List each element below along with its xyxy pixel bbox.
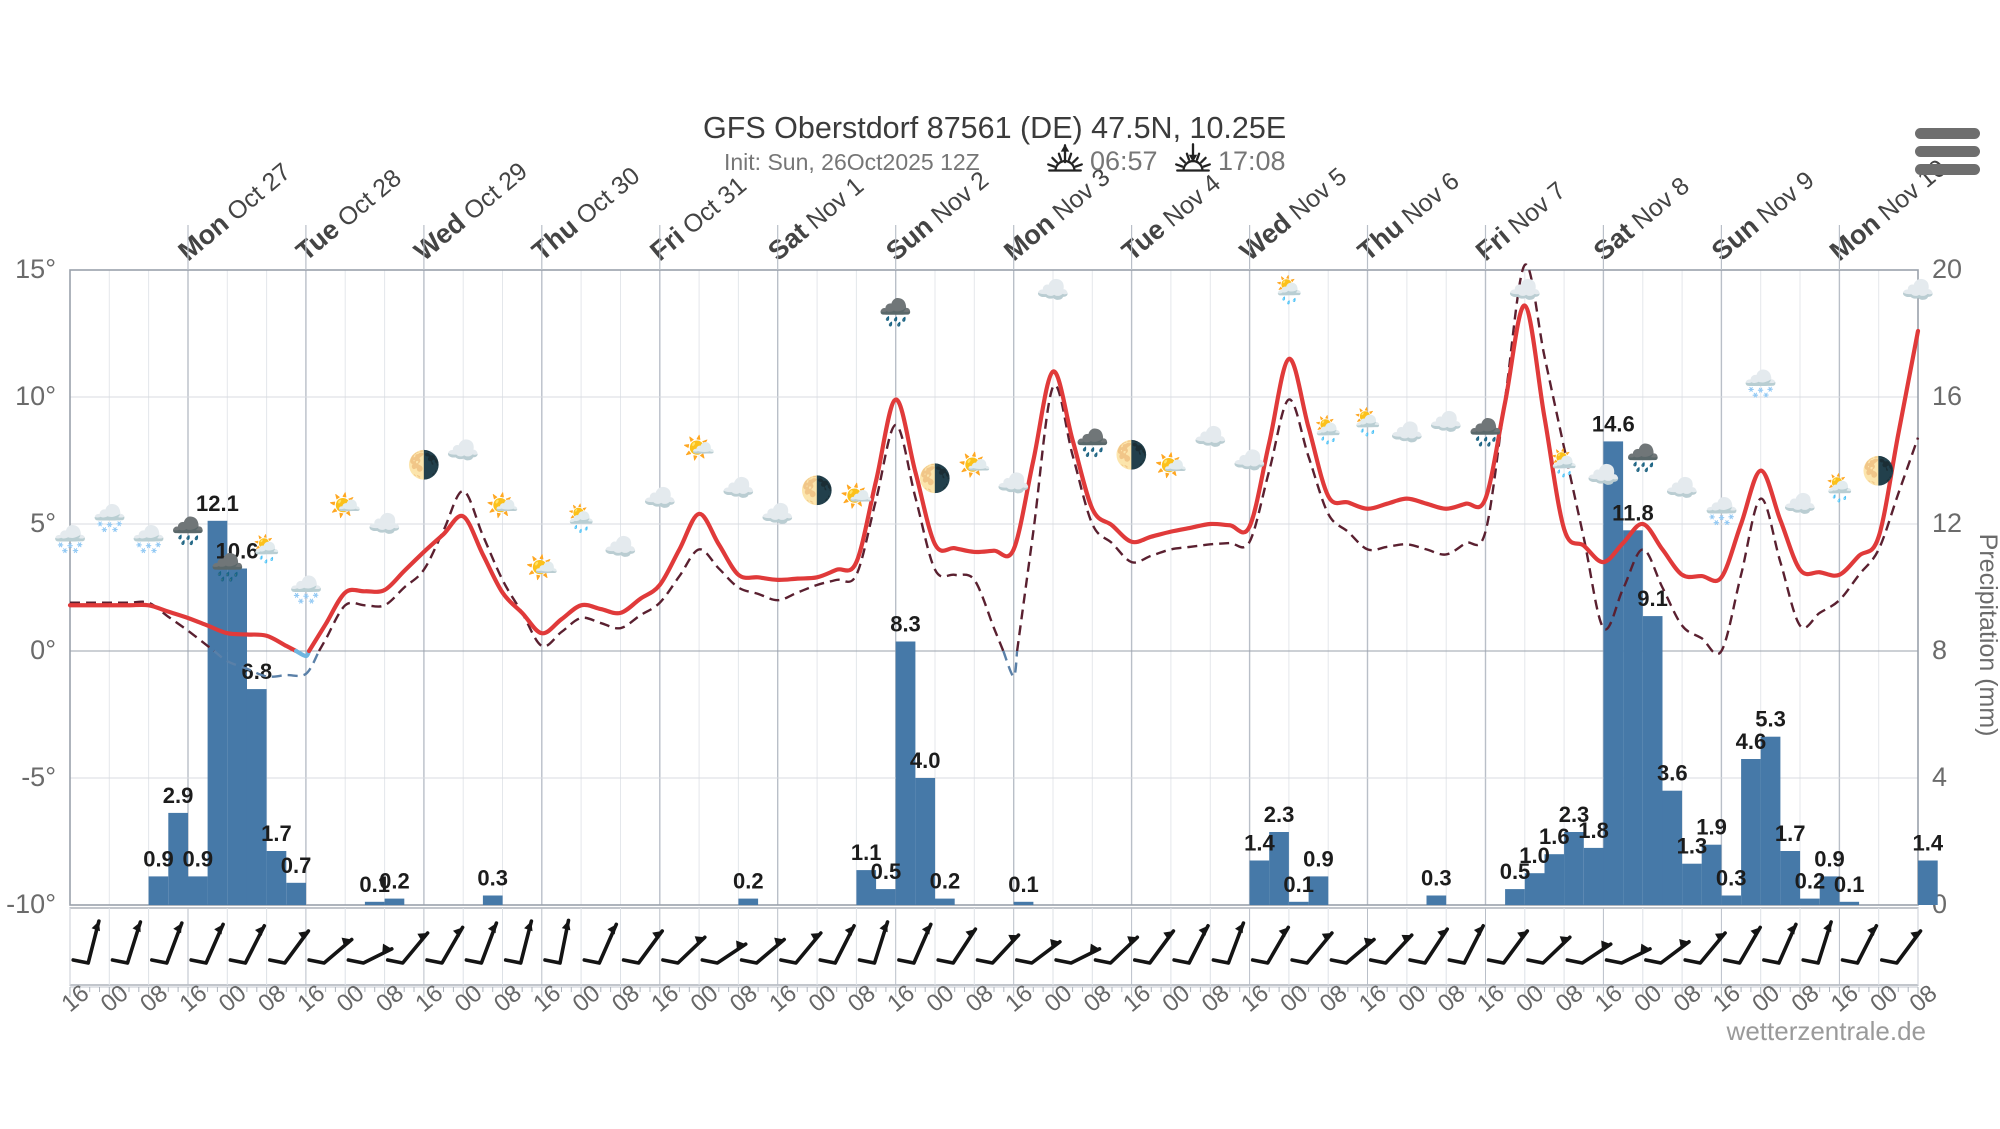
svg-text:6.8: 6.8	[242, 659, 273, 684]
svg-text:0.9: 0.9	[183, 846, 214, 871]
svg-text:0.2: 0.2	[733, 869, 764, 894]
svg-text:🌦️: 🌦️	[1272, 274, 1306, 306]
svg-text:5.3: 5.3	[1755, 707, 1786, 732]
svg-text:12: 12	[1932, 508, 1962, 538]
svg-text:12.1: 12.1	[196, 491, 239, 516]
svg-text:🌧️: 🌧️	[210, 550, 244, 583]
svg-text:🌗: 🌗	[407, 449, 441, 480]
svg-text:🌤️: 🌤️	[328, 491, 362, 521]
svg-text:☁️: ☁️	[1587, 460, 1621, 490]
svg-text:☁️: ☁️	[1390, 418, 1424, 448]
svg-text:🌧️: 🌧️	[1469, 416, 1503, 449]
svg-text:🌨️: 🌨️	[92, 502, 126, 533]
svg-text:☁️: ☁️	[1665, 473, 1699, 503]
svg-text:☁️: ☁️	[643, 483, 677, 513]
svg-text:0.1: 0.1	[1008, 872, 1039, 897]
svg-text:☁️: ☁️	[761, 499, 795, 529]
svg-text:20: 20	[1932, 254, 1962, 284]
svg-text:15°: 15°	[15, 254, 56, 284]
svg-text:3.6: 3.6	[1657, 761, 1688, 786]
svg-text:🌦️: 🌦️	[564, 502, 598, 534]
svg-text:🌤️: 🌤️	[1154, 451, 1188, 481]
svg-text:0.1: 0.1	[1834, 872, 1865, 897]
svg-text:1.7: 1.7	[1775, 821, 1806, 846]
svg-text:🌤️: 🌤️	[957, 450, 991, 480]
svg-text:06:57: 06:57	[1090, 146, 1158, 176]
svg-text:🌨️: 🌨️	[289, 574, 323, 605]
svg-text:☁️: ☁️	[722, 473, 756, 503]
svg-text:🌨️: 🌨️	[1705, 495, 1739, 526]
svg-text:☁️: ☁️	[368, 509, 402, 539]
svg-text:🌦️: 🌦️	[1351, 406, 1385, 438]
svg-text:☁️: ☁️	[997, 469, 1031, 499]
svg-text:0.7: 0.7	[281, 853, 312, 878]
svg-text:wetterzentrale.de: wetterzentrale.de	[1726, 1016, 1926, 1046]
svg-text:1.7: 1.7	[261, 821, 292, 846]
svg-text:GFS Oberstdorf 87561 (DE) 47.5: GFS Oberstdorf 87561 (DE) 47.5N, 10.25E	[703, 111, 1286, 145]
svg-text:0.5: 0.5	[871, 859, 902, 884]
svg-text:🌤️: 🌤️	[486, 491, 520, 521]
svg-text:0.9: 0.9	[1814, 846, 1845, 871]
svg-text:1.4: 1.4	[1244, 831, 1275, 856]
svg-text:0.2: 0.2	[379, 869, 410, 894]
svg-text:☁️: ☁️	[1508, 275, 1542, 305]
svg-text:0.3: 0.3	[477, 866, 508, 891]
svg-text:0.3: 0.3	[1716, 866, 1747, 891]
svg-text:☁️: ☁️	[1233, 446, 1267, 476]
svg-text:16: 16	[1932, 381, 1962, 411]
svg-text:1.4: 1.4	[1913, 831, 1944, 856]
svg-text:8: 8	[1932, 635, 1947, 665]
svg-text:🌤️: 🌤️	[525, 552, 559, 582]
svg-text:4.6: 4.6	[1736, 729, 1767, 754]
svg-text:☁️: ☁️	[604, 532, 638, 562]
svg-text:1.9: 1.9	[1696, 815, 1727, 840]
svg-text:0.3: 0.3	[1421, 866, 1452, 891]
svg-text:10°: 10°	[15, 381, 56, 411]
svg-text:🌧️: 🌧️	[171, 514, 205, 547]
svg-text:☁️: ☁️	[446, 436, 480, 466]
svg-text:🌤️: 🌤️	[840, 481, 874, 511]
svg-text:4: 4	[1932, 762, 1947, 792]
svg-text:🌦️: 🌦️	[1311, 414, 1345, 446]
svg-text:11.8: 11.8	[1612, 500, 1654, 525]
svg-text:🌗: 🌗	[1115, 439, 1149, 470]
svg-text:🌦️: 🌦️	[1823, 472, 1857, 504]
svg-text:0.9: 0.9	[143, 846, 174, 871]
svg-text:0.9: 0.9	[1303, 846, 1334, 871]
svg-text:☁️: ☁️	[1429, 407, 1463, 437]
svg-text:☁️: ☁️	[1901, 275, 1935, 305]
svg-text:14.6: 14.6	[1592, 411, 1635, 436]
svg-text:5°: 5°	[30, 508, 56, 538]
svg-text:🌧️: 🌧️	[879, 296, 913, 329]
svg-text:🌦️: 🌦️	[250, 533, 284, 565]
svg-text:🌨️: 🌨️	[1744, 368, 1778, 399]
svg-text:🌧️: 🌧️	[1626, 441, 1660, 474]
svg-text:-5°: -5°	[21, 762, 56, 792]
svg-text:2.3: 2.3	[1264, 802, 1295, 827]
svg-text:🌗: 🌗	[918, 462, 952, 493]
svg-text:Init: Sun, 26Oct2025 12Z: Init: Sun, 26Oct2025 12Z	[724, 149, 980, 175]
svg-text:-10°: -10°	[6, 889, 56, 919]
svg-text:1.6: 1.6	[1539, 824, 1570, 849]
svg-text:☁️: ☁️	[1783, 489, 1817, 519]
svg-text:17:08: 17:08	[1218, 146, 1286, 176]
svg-text:0.2: 0.2	[930, 869, 961, 894]
svg-text:🌧️: 🌧️	[1075, 426, 1109, 459]
svg-text:0.1: 0.1	[1283, 872, 1314, 897]
svg-text:☁️: ☁️	[1036, 275, 1070, 305]
svg-text:🌤️: 🌤️	[682, 433, 716, 463]
svg-text:Precipitation (mm): Precipitation (mm)	[1974, 534, 2000, 737]
svg-text:2.9: 2.9	[163, 783, 194, 808]
svg-text:🌨️: 🌨️	[132, 523, 166, 554]
svg-text:🌨️: 🌨️	[53, 523, 87, 554]
svg-text:4.0: 4.0	[910, 748, 941, 773]
svg-text:8.3: 8.3	[890, 612, 921, 637]
svg-text:0.2: 0.2	[1795, 869, 1826, 894]
svg-text:🌗: 🌗	[800, 474, 834, 505]
svg-text:1.8: 1.8	[1578, 818, 1609, 843]
svg-text:0°: 0°	[30, 635, 56, 665]
svg-text:🌗: 🌗	[1862, 455, 1896, 486]
svg-text:🌦️: 🌦️	[1547, 447, 1581, 479]
svg-text:☁️: ☁️	[1193, 422, 1227, 452]
